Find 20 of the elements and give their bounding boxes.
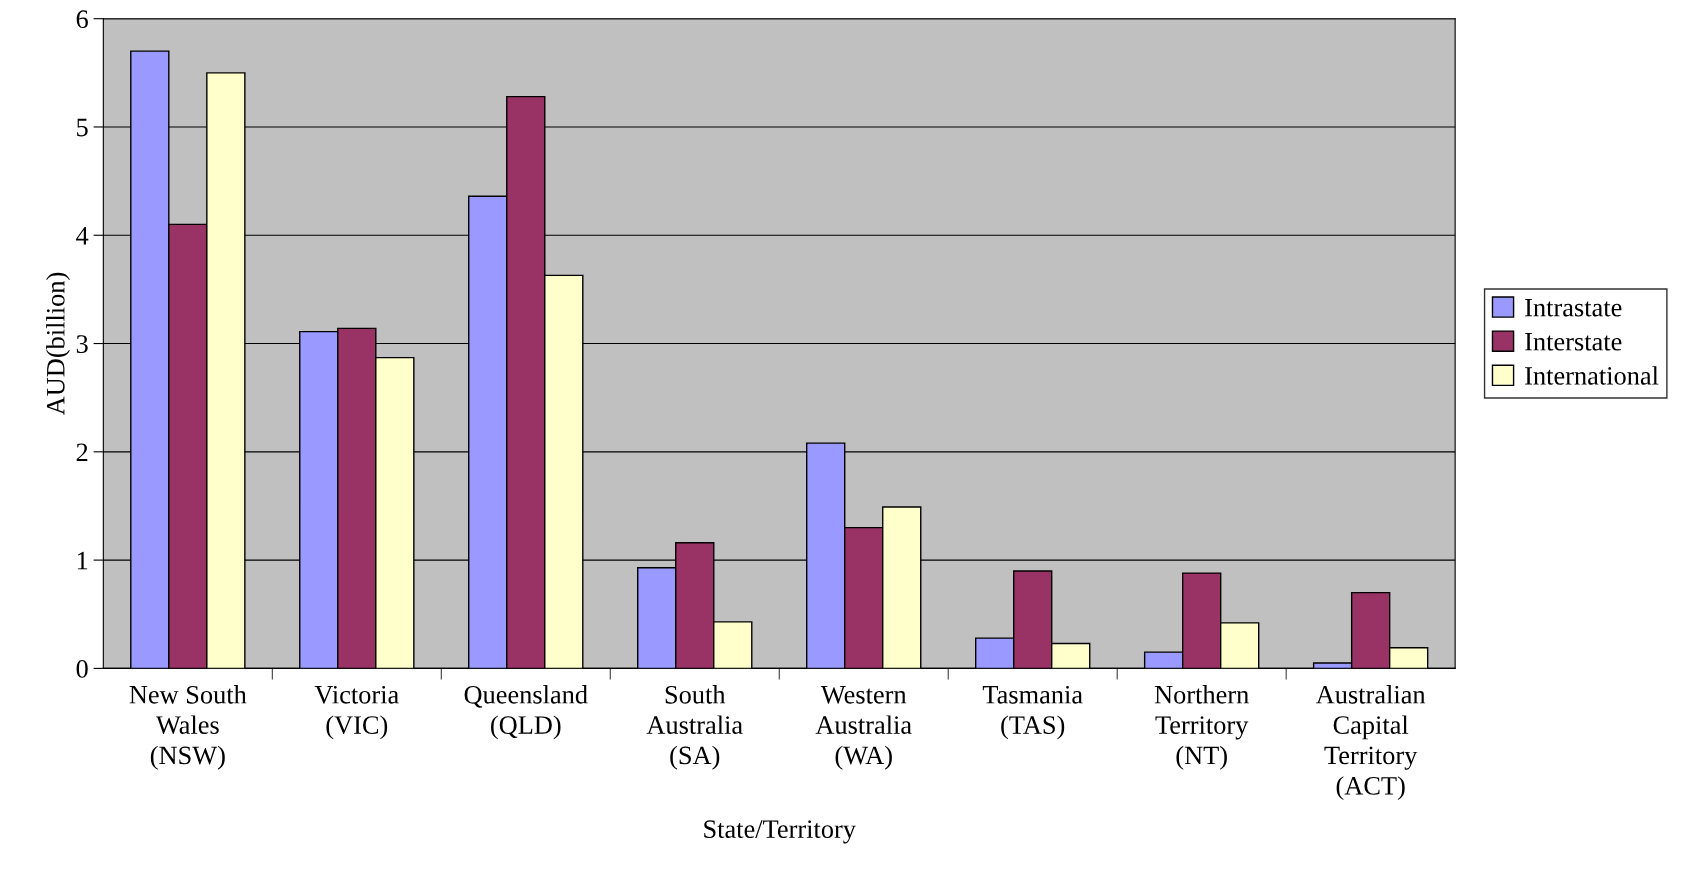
x-tick-label: Western Australia (WA) [815,686,912,770]
y-tick-label: 0 [76,660,88,678]
y-tick-label: 5 [77,118,88,137]
x-tick-label: New South Wales (NSW) [129,685,247,770]
legend-label: Intrastate [1525,298,1622,317]
y-tick-label: 2 [76,443,88,461]
legend-label: Interstate [1525,333,1622,351]
x-tick-label: Tasmania (TAS) [982,685,1083,740]
x-axis-title: State/Territory [704,820,856,844]
x-tick-label: Queensland (QLD) [464,685,588,740]
x-tick-label: Northern Territory (NT) [1154,685,1249,770]
x-tick-label: Australian Capital Territory (ACT) [1315,685,1426,801]
y-tick-label: 3 [76,335,88,353]
y-tick-label: 4 [76,227,89,245]
legend-label: International [1525,366,1659,385]
y-axis-title: AUD(billion) [46,272,70,416]
y-tick-label: 6 [76,10,88,29]
y-tick-label: 1 [77,551,88,570]
x-tick-label: Victoria (VIC) [314,685,399,740]
x-tick-label: South Australia (SA) [646,685,743,770]
